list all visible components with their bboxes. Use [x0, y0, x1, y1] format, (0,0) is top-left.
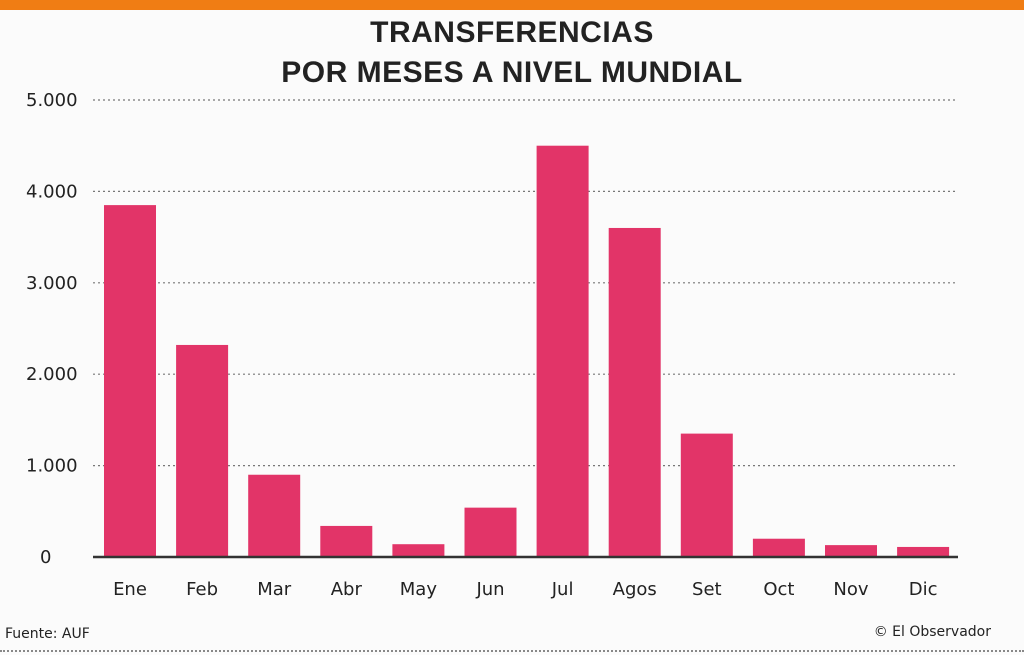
- x-tick-label: Oct: [763, 579, 794, 600]
- bar-abr: [320, 525, 373, 557]
- x-tick-label: Ene: [113, 579, 147, 600]
- source-note: Fuente: AUF: [5, 626, 90, 642]
- x-tick-label: Jun: [475, 579, 504, 600]
- bottom-dotted-rule: [0, 650, 1024, 652]
- y-axis-ticks: 0 1.000 2.000 3.000 4.000 5.000: [26, 90, 78, 568]
- bar-feb: [176, 344, 229, 557]
- bar-nov: [825, 545, 877, 557]
- x-tick-label: Mar: [257, 579, 292, 600]
- y-tick-label: 0: [40, 547, 51, 568]
- bars: [104, 145, 950, 558]
- x-tick-label: Dic: [909, 579, 938, 600]
- top-accent-bar: [0, 0, 1024, 10]
- bar-mar: [248, 474, 301, 557]
- x-tick-label: Abr: [331, 579, 363, 600]
- bar-ene: [104, 205, 156, 558]
- x-axis-ticks: Ene Feb Mar Abr May Jun Jul Agos Set Oct Nov Dic: [113, 579, 937, 600]
- x-tick-label: Set: [692, 579, 722, 600]
- x-tick-label: Jul: [551, 579, 574, 600]
- y-tick-label: 2.000: [26, 364, 78, 385]
- bar-jul: [536, 145, 589, 557]
- bar-agos: [608, 227, 661, 557]
- y-tick-label: 5.000: [26, 90, 78, 111]
- x-tick-label: May: [400, 579, 438, 600]
- x-tick-label: Feb: [186, 579, 218, 600]
- bar-dic: [897, 546, 950, 557]
- chart-title-line-2: POR MESES A NIVEL MUNDIAL: [281, 56, 743, 89]
- bar-may: [392, 544, 445, 557]
- y-tick-label: 4.000: [26, 181, 78, 202]
- x-tick-label: Nov: [833, 579, 868, 600]
- bar-oct: [752, 538, 805, 557]
- x-tick-label: Agos: [613, 579, 657, 600]
- y-tick-label: 1.000: [26, 456, 78, 477]
- chart-title-line-1: TRANSFERENCIAS: [370, 16, 654, 49]
- grid-lines: [93, 99, 958, 467]
- bar-jun: [464, 507, 517, 557]
- bar-set: [680, 433, 733, 557]
- y-tick-label: 3.000: [26, 273, 78, 294]
- credit-note: © El Observador: [873, 624, 991, 640]
